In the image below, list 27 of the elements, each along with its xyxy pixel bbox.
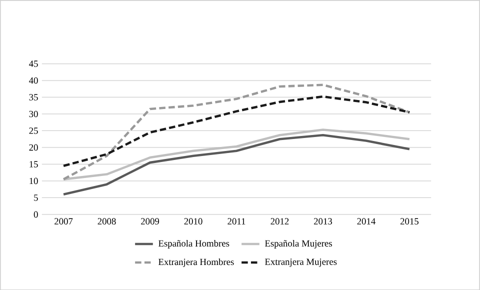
y-tick-label: 30 bbox=[29, 110, 38, 117]
legend-label: Extranjera Hombres bbox=[158, 258, 234, 267]
x-tick-label: 2014 bbox=[357, 218, 376, 224]
line-series bbox=[62, 128, 411, 180]
legend-label: Extranjera Mujeres bbox=[264, 258, 337, 267]
legend-label: Española Mujeres bbox=[264, 240, 332, 248]
line-series bbox=[62, 84, 411, 180]
x-tick-label: 2008 bbox=[98, 218, 116, 224]
x-tick-label: 2015 bbox=[400, 218, 418, 224]
x-tick-label: 2013 bbox=[314, 218, 332, 224]
line-series bbox=[62, 95, 411, 167]
x-tick-label: 2010 bbox=[184, 218, 202, 224]
x-tick-label: 2011 bbox=[228, 218, 246, 224]
y-tick-label: 20 bbox=[29, 144, 38, 150]
y-tick-label: 0 bbox=[34, 211, 38, 218]
x-tick-label: 2012 bbox=[270, 218, 289, 224]
y-tick-label: 15 bbox=[30, 160, 38, 168]
x-tick-label: 2007 bbox=[54, 218, 73, 224]
y-tick-label: 35 bbox=[29, 94, 38, 100]
y-tick-label: 10 bbox=[30, 178, 38, 184]
y-tick-label: 45 bbox=[29, 60, 38, 67]
line-series bbox=[62, 134, 411, 196]
y-tick-label: 25 bbox=[29, 127, 38, 134]
x-tick-label: 2009 bbox=[141, 218, 160, 224]
y-tick-label: 5 bbox=[34, 194, 38, 201]
legend-label: Española Hombres bbox=[158, 240, 230, 248]
y-tick-label: 40 bbox=[29, 77, 38, 84]
